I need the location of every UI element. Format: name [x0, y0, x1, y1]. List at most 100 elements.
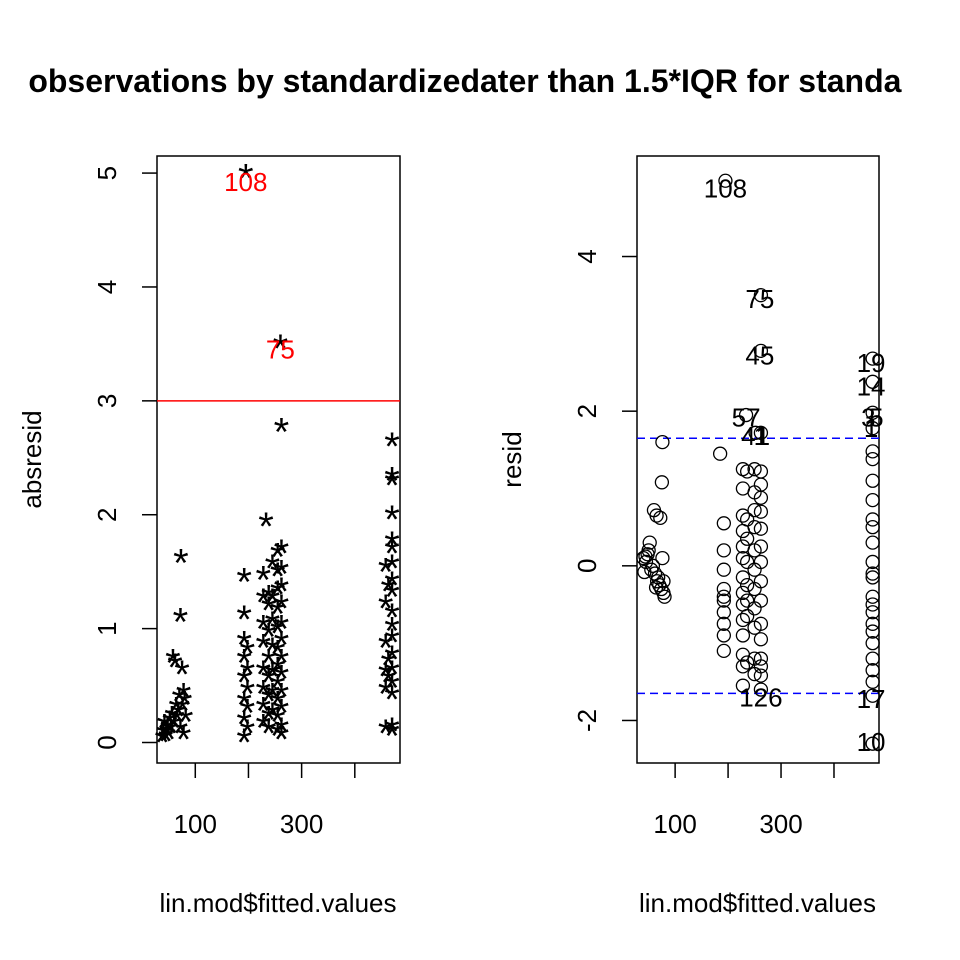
data-point: * [159, 714, 175, 758]
point-label: 75 [266, 335, 295, 365]
data-point: * [155, 721, 171, 765]
y-tick-label: 2 [92, 507, 122, 521]
data-point [865, 688, 880, 703]
data-point [865, 451, 880, 467]
panel-left-title: observations by standardized [28, 63, 480, 99]
point-label: 41 [741, 421, 770, 451]
data-point [753, 651, 769, 666]
data-point [735, 570, 751, 585]
data-point [865, 624, 880, 639]
data-point: * [240, 632, 256, 676]
x-axis-label: lin.mod$fitted.values [159, 888, 396, 918]
data-point: * [384, 532, 400, 576]
data-point [718, 173, 733, 188]
point-label: 17 [857, 684, 886, 714]
data-point: * [265, 630, 281, 674]
data-point [753, 504, 769, 519]
data-point [716, 628, 731, 643]
data-point: * [378, 655, 394, 699]
data-point [735, 508, 751, 523]
data-point: * [384, 464, 400, 508]
data-point: * [274, 410, 290, 454]
data-point [865, 736, 880, 751]
data-point [716, 562, 731, 577]
y-axis-label: absresid [17, 410, 47, 508]
data-point [636, 550, 651, 566]
data-point: * [384, 610, 400, 654]
data-point: * [170, 695, 186, 739]
data-point [739, 464, 755, 479]
data-point: * [384, 653, 400, 697]
data-point [753, 682, 769, 697]
data-point [638, 549, 653, 564]
data-point [735, 678, 751, 693]
data-point: * [236, 623, 252, 667]
data-point: * [176, 676, 192, 720]
data-point [637, 564, 652, 580]
data-point [865, 520, 880, 535]
data-point [753, 343, 769, 359]
data-point [865, 651, 880, 666]
data-point [739, 554, 755, 570]
data-point [865, 351, 880, 366]
data-point: * [270, 632, 286, 676]
data-point: * [168, 689, 184, 733]
point-label: 108 [704, 173, 747, 203]
data-point [747, 502, 762, 518]
x-tick-label: 300 [759, 809, 802, 839]
data-point: * [378, 550, 394, 594]
data-point [753, 539, 769, 554]
y-tick-label: -2 [572, 709, 602, 732]
data-point: * [274, 553, 290, 597]
data-point: * [274, 676, 290, 720]
data-point [865, 421, 880, 436]
data-point: * [384, 547, 400, 591]
data-point: * [265, 676, 281, 720]
point-label: 5 [869, 402, 883, 432]
data-point: * [236, 642, 252, 686]
panel-right: 100 300 -2 0 2 4 lin.mod$fitted.values resid 108… [497, 155, 886, 918]
data-point [654, 475, 670, 490]
data-point [656, 574, 671, 589]
data-point: * [384, 714, 400, 758]
data-point: * [256, 627, 272, 671]
data-point: * [166, 706, 182, 750]
data-point: * [384, 710, 400, 754]
data-point [738, 407, 754, 423]
data-point [739, 608, 755, 624]
y-tick-label: 2 [572, 404, 602, 418]
point-label: 75 [745, 284, 774, 314]
data-point: * [384, 621, 400, 665]
data-point [753, 593, 769, 608]
data-point: * [274, 692, 290, 736]
point-label: 19 [857, 348, 886, 378]
data-point: * [256, 689, 272, 733]
data-point: * [261, 661, 277, 705]
data-point [739, 578, 755, 593]
data-point: * [261, 698, 277, 742]
data-point: * [265, 695, 281, 739]
data-point: * [270, 701, 286, 745]
data-point [653, 510, 668, 526]
point-label: 57 [732, 402, 761, 432]
data-point: * [238, 156, 254, 200]
x-tick-label: 100 [174, 809, 217, 839]
y-tick-label: 4 [92, 280, 122, 294]
data-point: * [265, 604, 281, 648]
data-point: * [270, 649, 286, 693]
data-point [753, 288, 769, 303]
data-point [652, 578, 667, 593]
data-point: * [173, 712, 189, 756]
data-point [753, 616, 769, 631]
point-label: 45 [745, 340, 774, 370]
data-point: * [270, 612, 286, 656]
data-point [657, 589, 672, 604]
data-point: * [236, 721, 252, 765]
data-point: * [270, 593, 286, 637]
data-point [865, 635, 880, 651]
point-label: 1 [864, 413, 878, 443]
data-point [753, 659, 769, 674]
data-point [753, 668, 769, 683]
data-point [716, 543, 731, 558]
